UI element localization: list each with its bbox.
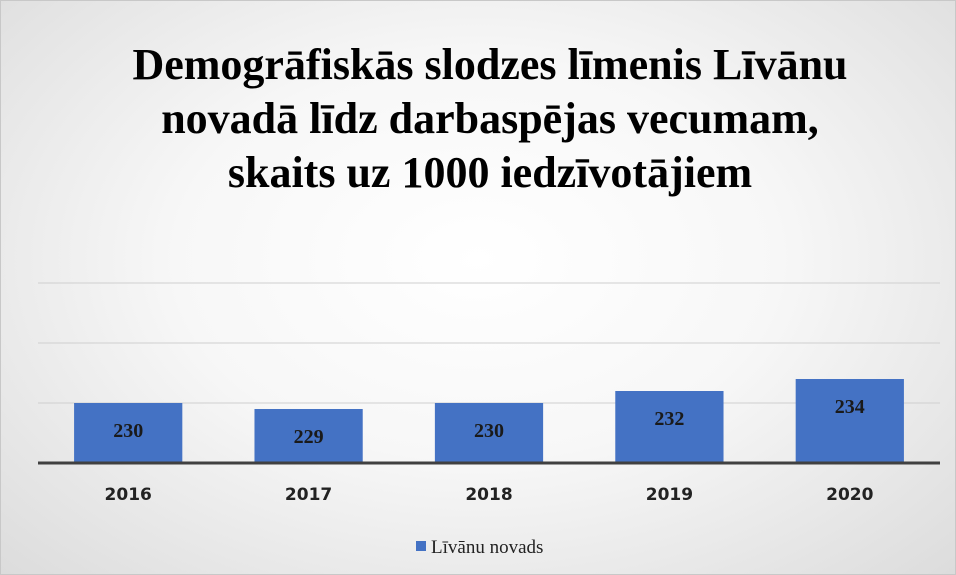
x-tick-label: 2018 bbox=[465, 485, 512, 505]
data-label: 230 bbox=[113, 420, 143, 442]
data-label: 234 bbox=[835, 396, 865, 418]
x-tick-label: 2020 bbox=[826, 485, 873, 505]
legend-swatch bbox=[416, 541, 426, 551]
bar bbox=[434, 403, 544, 463]
bar bbox=[615, 391, 724, 463]
x-tick-label: 2016 bbox=[105, 485, 152, 505]
data-label: 232 bbox=[654, 408, 684, 430]
bar bbox=[795, 379, 904, 463]
bar bbox=[74, 403, 183, 463]
bar bbox=[254, 409, 363, 463]
x-tick-label: 2017 bbox=[285, 485, 332, 505]
chart-title: Demogrāfiskās slodzes līmenis Līvānu nov… bbox=[132, 40, 848, 197]
data-label: 230 bbox=[474, 420, 504, 442]
data-label: 229 bbox=[294, 426, 324, 448]
x-tick-label: 2019 bbox=[646, 485, 693, 505]
legend-label: Līvānu novads bbox=[431, 537, 543, 558]
